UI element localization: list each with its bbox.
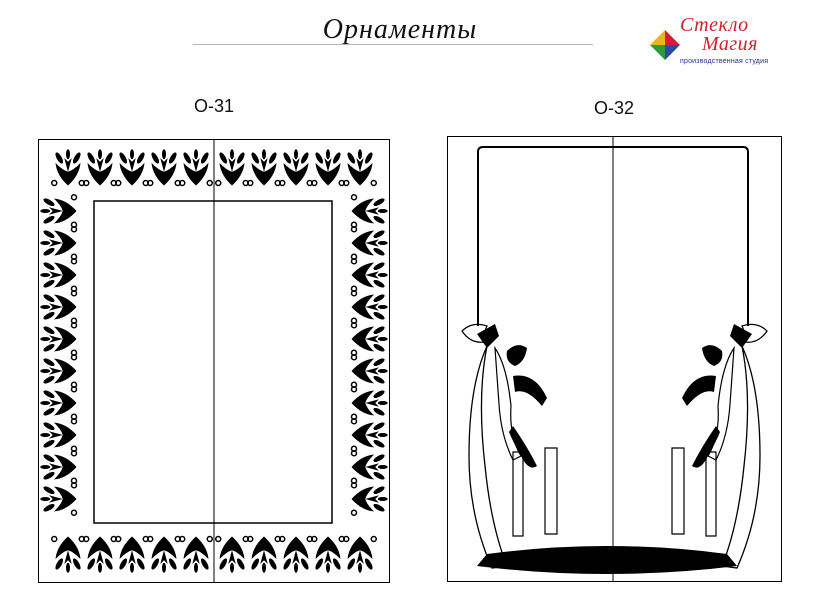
design-panel-o32[interactable] [447,136,782,582]
logo-tagline: производственная студия [680,58,769,65]
diamond-logo-icon [650,30,680,60]
design-code-o32: О-32 [594,98,635,118]
title-underline [193,44,593,45]
logo-word-1: Стекло [680,14,749,36]
right-figure [671,323,768,569]
ornament-frame-illustration [38,139,390,583]
left-figure [461,323,558,569]
page-title: Орнаменты [322,14,478,45]
logo-word-2: Магия [702,33,758,55]
brand-logo: Стекло Магия производственная студия [650,14,810,74]
design-code-o31: О-31 [194,96,235,116]
design-panel-o31[interactable] [38,139,390,583]
figures-illustration [447,136,782,582]
